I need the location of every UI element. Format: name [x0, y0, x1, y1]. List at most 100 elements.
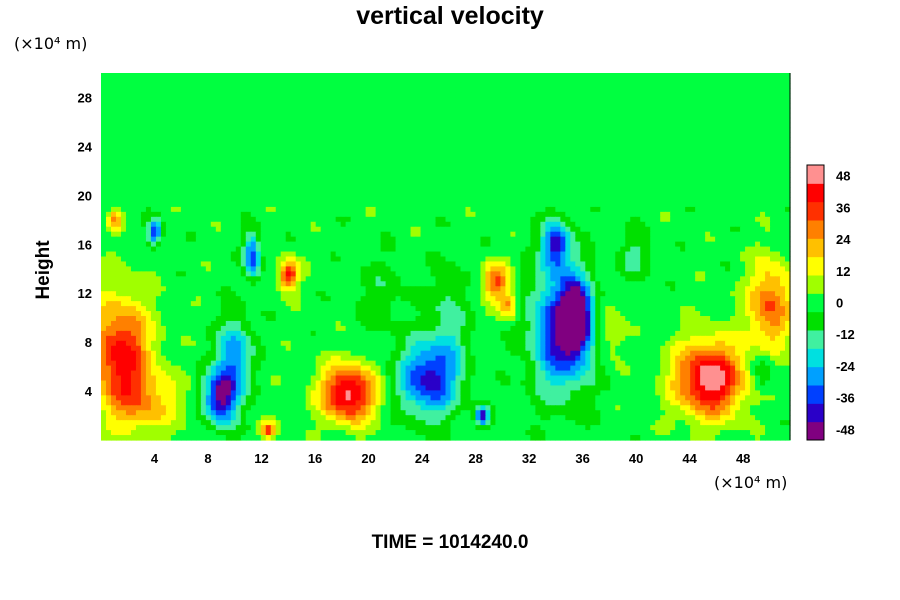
heatmap-cell	[780, 206, 786, 213]
heatmap-cell	[230, 102, 237, 109]
heatmap-cell	[725, 226, 731, 233]
heatmap-cell	[455, 177, 462, 183]
heatmap-cell	[245, 226, 252, 233]
heatmap-cell	[440, 132, 447, 139]
heatmap-cell	[480, 127, 487, 134]
heatmap-cell	[355, 216, 362, 223]
heatmap-cell	[170, 187, 177, 193]
heatmap-cell	[280, 182, 287, 188]
heatmap-cell	[210, 196, 217, 203]
heatmap-cell	[245, 211, 252, 218]
heatmap-cell	[710, 87, 716, 94]
heatmap-cell	[465, 82, 472, 89]
heatmap-cell	[145, 236, 152, 243]
heatmap-cell	[720, 152, 726, 158]
heatmap-cell	[560, 216, 566, 223]
heatmap-cell	[620, 221, 626, 228]
heatmap-cell	[605, 192, 611, 198]
heatmap-cell	[780, 236, 786, 243]
heatmap-cell	[265, 201, 272, 208]
heatmap-cell	[685, 82, 691, 89]
heatmap-cell	[115, 201, 122, 208]
heatmap-cell	[600, 192, 606, 198]
heatmap-cell	[585, 147, 591, 153]
heatmap-cell	[450, 192, 457, 198]
heatmap-cell	[610, 132, 616, 139]
heatmap-cell	[295, 172, 302, 178]
heatmap-cell	[210, 182, 217, 188]
heatmap-cell	[495, 147, 502, 153]
heatmap-cell	[555, 77, 561, 84]
heatmap-cell	[315, 122, 322, 129]
heatmap-cell	[695, 87, 701, 94]
heatmap-cell	[595, 246, 601, 253]
heatmap-cell	[590, 221, 596, 228]
heatmap-cell	[605, 137, 611, 144]
heatmap-cell	[710, 192, 716, 198]
heatmap-cell	[725, 231, 731, 238]
heatmap-cell	[465, 236, 472, 243]
heatmap-cell	[445, 77, 452, 84]
heatmap-cell	[115, 177, 122, 183]
heatmap-cell	[395, 137, 402, 144]
heatmap-cell	[130, 226, 137, 233]
heatmap-cell	[360, 246, 367, 253]
heatmap-cell	[530, 192, 536, 198]
heatmap-cell	[245, 152, 252, 158]
heatmap-cell	[785, 246, 791, 253]
heatmap-cell	[310, 97, 317, 104]
heatmap-cell	[205, 147, 212, 153]
heatmap-cell	[310, 112, 317, 119]
heatmap-cell	[520, 147, 526, 153]
heatmap-cell	[545, 107, 551, 114]
heatmap-cell	[690, 236, 696, 243]
heatmap-cell	[350, 157, 357, 163]
heatmap-cell	[305, 142, 312, 148]
heatmap-cell	[650, 246, 656, 253]
heatmap-cell	[200, 216, 207, 223]
heatmap-cell	[165, 221, 172, 228]
heatmap-cell	[260, 73, 267, 79]
heatmap-cell	[580, 201, 586, 208]
heatmap-cell	[675, 216, 681, 223]
heatmap-cell	[640, 112, 646, 119]
heatmap-cell	[730, 221, 736, 228]
heatmap-cell	[685, 211, 691, 218]
heatmap-cell	[290, 147, 297, 153]
heatmap-cell	[340, 97, 347, 104]
heatmap-cell	[210, 206, 217, 213]
heatmap-cell	[260, 127, 267, 134]
heatmap-cell	[120, 82, 127, 89]
heatmap-cell	[545, 147, 551, 153]
heatmap-cell	[320, 77, 327, 84]
heatmap-cell	[140, 196, 147, 203]
heatmap-cell	[375, 196, 382, 203]
heatmap-cell	[375, 132, 382, 139]
heatmap-cell	[125, 107, 132, 114]
heatmap-cell	[140, 87, 147, 94]
heatmap-cell	[275, 147, 282, 153]
heatmap-cell	[190, 226, 197, 233]
heatmap-cell	[635, 147, 641, 153]
heatmap-cell	[495, 221, 502, 228]
heatmap-cell	[115, 226, 122, 233]
heatmap-cell	[595, 216, 601, 223]
heatmap-cell	[415, 152, 422, 158]
heatmap-cell	[385, 221, 392, 228]
heatmap-cell	[720, 201, 726, 208]
heatmap-cell	[545, 177, 551, 183]
heatmap-cell	[350, 73, 357, 79]
heatmap-cell	[620, 231, 626, 238]
heatmap-cell	[240, 206, 247, 213]
heatmap-cell	[530, 196, 536, 203]
heatmap-cell	[765, 73, 771, 79]
heatmap-cell	[275, 196, 282, 203]
heatmap-cell	[165, 226, 172, 233]
heatmap-cell	[225, 73, 232, 79]
heatmap-cell	[590, 172, 596, 178]
heatmap-cell	[715, 107, 721, 114]
heatmap-cell	[640, 137, 646, 144]
heatmap-cell	[570, 177, 576, 183]
heatmap-cell	[480, 87, 487, 94]
heatmap-cell	[540, 201, 546, 208]
